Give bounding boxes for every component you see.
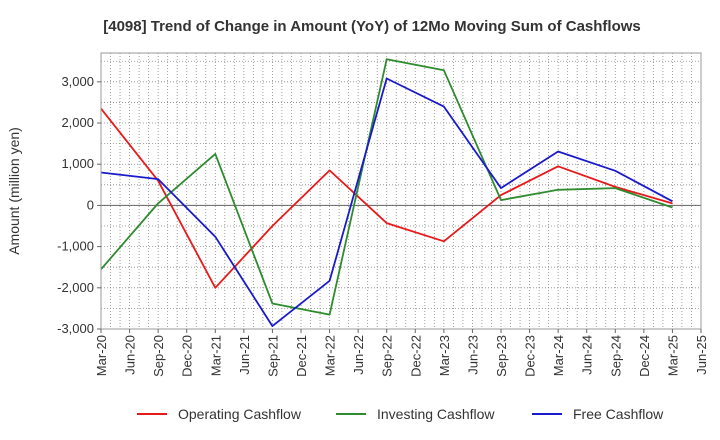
x-tick-label: Dec-22 xyxy=(408,335,423,377)
x-tick-label: Jun-24 xyxy=(580,335,595,375)
x-tick-label: Jun-23 xyxy=(465,335,480,375)
x-tick-label: Dec-23 xyxy=(523,335,538,377)
x-tick-label: Dec-20 xyxy=(180,335,195,377)
y-tick-label: 0 xyxy=(87,197,94,212)
x-tick-label: Sep-21 xyxy=(265,335,280,377)
x-tick-label: Sep-20 xyxy=(151,335,166,377)
series-group xyxy=(100,58,673,328)
x-tick-label: Mar-21 xyxy=(208,335,223,376)
grid xyxy=(100,53,702,330)
x-tick-label: Jun-25 xyxy=(694,335,709,375)
legend-label-investing-cashflow: Investing Cashflow xyxy=(377,406,495,422)
x-tick-label: Jun-20 xyxy=(123,335,138,375)
y-tick-label: 3,000 xyxy=(61,74,94,89)
x-tick-label: Dec-21 xyxy=(294,335,309,377)
x-tick-label: Jun-21 xyxy=(237,335,252,375)
legend-label-free-cashflow: Free Cashflow xyxy=(573,406,664,422)
x-tick-label: Sep-22 xyxy=(380,335,395,377)
legend: Operating Cashflow Investing Cashflow Free… xyxy=(137,406,664,422)
x-tick-label: Mar-20 xyxy=(94,335,109,376)
legend-label-operating-cashflow: Operating Cashflow xyxy=(178,406,302,422)
plot-frame xyxy=(100,52,702,330)
y-axis-ticks: 3,000 2,000 1,000 0 -1,000 -2,000 -3,000 xyxy=(57,74,101,336)
series-line-free-cashflow xyxy=(100,77,673,328)
series-line-operating-cashflow xyxy=(100,108,673,289)
x-tick-label: Mar-23 xyxy=(437,335,452,376)
series-line-investing-cashflow xyxy=(100,58,673,316)
y-tick-label: -2,000 xyxy=(57,280,94,295)
y-tick-label: -1,000 xyxy=(57,239,94,254)
y-axis-label: Amount (million yen) xyxy=(6,127,22,255)
x-tick-label: Sep-23 xyxy=(494,335,509,377)
x-tick-label: Mar-22 xyxy=(323,335,338,376)
x-tick-label: Mar-24 xyxy=(551,335,566,376)
chart-title: [4098] Trend of Change in Amount (YoY) o… xyxy=(103,18,641,35)
x-tick-label: Sep-24 xyxy=(608,335,623,377)
x-tick-label: Jun-22 xyxy=(351,335,366,375)
y-tick-label: -3,000 xyxy=(57,321,94,336)
x-axis-ticks: Mar-20 Jun-20 Sep-20 Dec-20 Mar-21 Jun-21 Sep-… xyxy=(94,329,709,377)
x-tick-label: Dec-24 xyxy=(637,335,652,377)
y-tick-label: 2,000 xyxy=(61,115,94,130)
y-tick-label: 1,000 xyxy=(61,156,94,171)
x-tick-label: Mar-25 xyxy=(665,335,680,376)
